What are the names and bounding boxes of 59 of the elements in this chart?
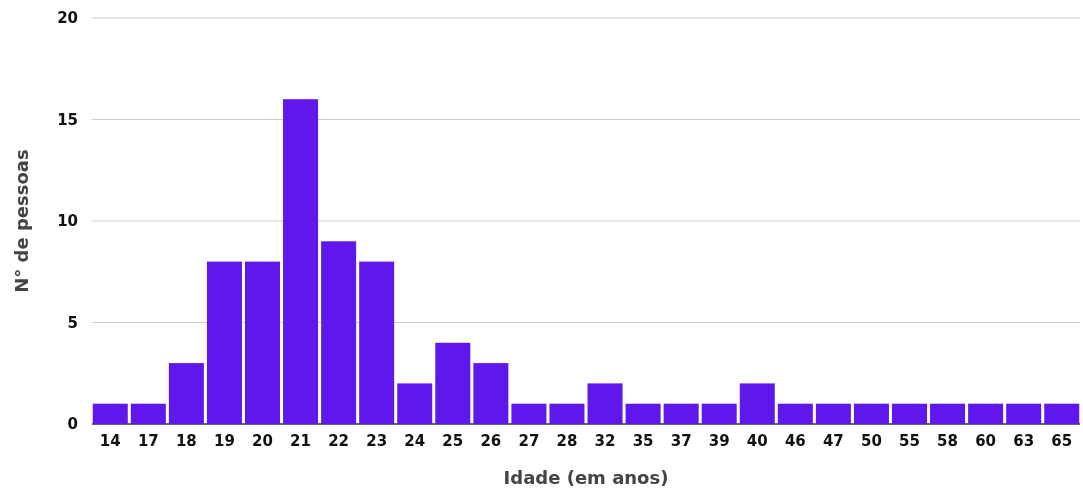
bar (130, 403, 166, 424)
x-tick-label: 19 (214, 432, 235, 450)
x-tick-label: 35 (632, 432, 654, 450)
x-tick-label: 21 (290, 432, 311, 450)
x-tick-label: 60 (975, 432, 997, 450)
bar (587, 383, 623, 424)
y-tick-label: 10 (57, 212, 78, 231)
x-tick-label: 37 (670, 432, 692, 450)
bar (663, 403, 699, 424)
x-tick-label: 40 (746, 432, 768, 450)
x-tick-label: 18 (175, 432, 197, 450)
bar (1006, 403, 1042, 424)
x-tick-label: 26 (480, 432, 502, 450)
bar (853, 403, 889, 424)
y-tick-label: 0 (67, 415, 78, 434)
y-tick-label: 5 (67, 313, 78, 332)
bar (968, 403, 1004, 424)
x-tick-label: 46 (784, 432, 806, 450)
bar (245, 261, 281, 424)
bar (92, 403, 128, 424)
bar (739, 383, 775, 424)
x-tick-label: 47 (822, 432, 844, 450)
x-tick-label: 24 (404, 432, 426, 450)
bar (701, 403, 737, 424)
x-tick-label: 25 (442, 432, 464, 450)
x-tick-label: 17 (137, 432, 159, 450)
bar (815, 403, 851, 424)
x-tick-label: 39 (708, 432, 730, 450)
x-tick-label: 65 (1051, 432, 1073, 450)
x-tick-label: 63 (1013, 432, 1035, 450)
x-tick-label: 55 (899, 432, 920, 450)
bar (891, 403, 927, 424)
x-tick-label: 58 (937, 432, 958, 450)
x-tick-label: 32 (594, 432, 616, 450)
bar (435, 342, 471, 424)
bar (397, 383, 433, 424)
bar (206, 261, 242, 424)
x-tick-label: 20 (252, 432, 273, 450)
y-tick-label: 20 (57, 9, 78, 28)
bar (473, 363, 509, 424)
y-axis-title: N° de pessoas (11, 149, 32, 293)
x-tick-label: 22 (328, 432, 350, 450)
bar (511, 403, 547, 424)
bar (359, 261, 395, 424)
bar (283, 99, 319, 424)
x-tick-label: 14 (99, 432, 121, 450)
bar (625, 403, 661, 424)
x-tick-label: 28 (556, 432, 578, 450)
x-tick-label: 23 (366, 432, 388, 450)
bar (168, 363, 204, 424)
x-axis-title: Idade (em anos) (503, 467, 669, 488)
bar (1044, 403, 1080, 424)
bar (777, 403, 813, 424)
x-tick-label: 50 (861, 432, 882, 450)
bar (549, 403, 585, 424)
x-tick-label: 27 (518, 432, 540, 450)
y-tick-label: 15 (57, 110, 78, 129)
bar (930, 403, 966, 424)
bar (321, 241, 357, 424)
